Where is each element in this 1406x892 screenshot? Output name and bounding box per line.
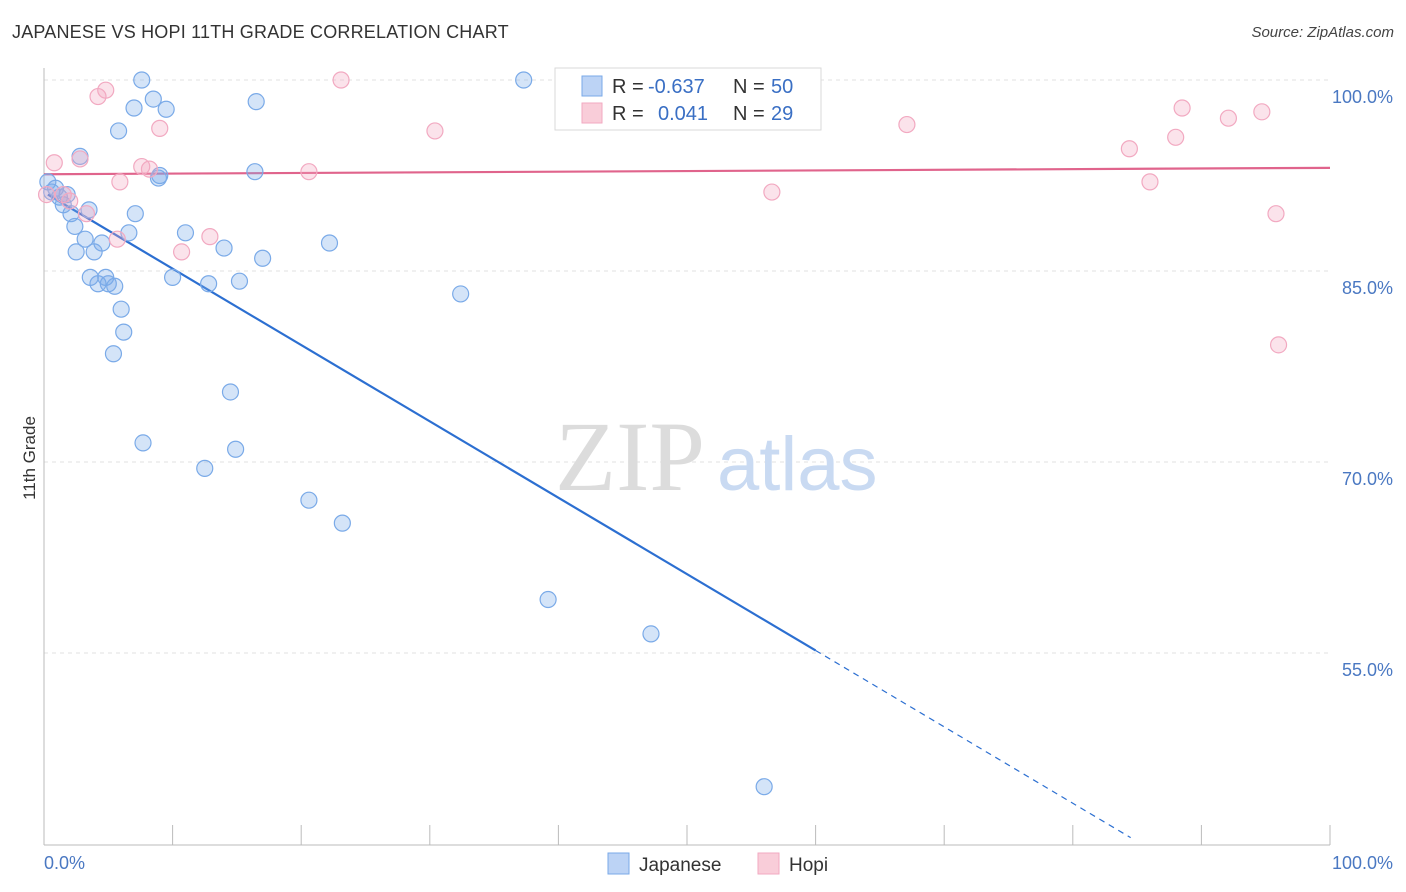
point-japanese: [333, 514, 351, 532]
point-hopi: [1167, 128, 1185, 146]
point-japanese: [67, 243, 85, 261]
y-axis-label: 11th Grade: [20, 416, 39, 500]
point-japanese: [227, 440, 245, 458]
point-japanese: [112, 300, 130, 318]
point-hopi: [426, 122, 444, 140]
point-japanese: [452, 285, 470, 303]
point-hopi: [1269, 336, 1288, 354]
point-japanese: [125, 99, 143, 117]
point-japanese: [115, 323, 133, 341]
point-hopi: [201, 228, 219, 246]
point-hopi: [77, 205, 96, 223]
legend-r-value-japanese: -0.637: [648, 76, 705, 98]
point-japanese: [642, 625, 660, 643]
watermark-zip: ZIP: [555, 401, 705, 512]
bottom-legend-swatch-japanese: [607, 852, 630, 875]
point-japanese: [320, 234, 339, 252]
point-hopi: [108, 230, 126, 248]
legend-r-label-japanese: R =: [612, 76, 644, 98]
y-tick-label: 100.0%: [1332, 87, 1393, 107]
y-tick-label: 70.0%: [1342, 469, 1393, 489]
point-hopi: [61, 192, 79, 210]
point-hopi: [151, 119, 169, 137]
legend-r-label-hopi: R =: [612, 103, 644, 125]
chart-title: JAPANESE VS HOPI 11TH GRADE CORRELATION …: [12, 22, 509, 42]
point-japanese: [144, 90, 162, 108]
point-hopi: [1173, 99, 1191, 117]
y-tick-label: 85.0%: [1342, 278, 1393, 298]
y-tick-labels: 100.0% 85.0% 70.0% 55.0%: [1332, 87, 1393, 680]
source-label: Source: ZipAtlas.com: [1251, 24, 1394, 41]
trendline-hopi: [43, 166, 1331, 176]
point-japanese: [149, 169, 168, 187]
point-hopi: [45, 154, 63, 172]
bottom-legend-label-hopi: Hopi: [789, 855, 828, 876]
point-japanese: [99, 275, 117, 293]
bottom-legend-label-japanese: Japanese: [639, 855, 721, 876]
trendline-japanese-extension: [815, 649, 1131, 839]
point-japanese: [300, 491, 318, 509]
point-japanese: [93, 234, 111, 252]
point-hopi: [763, 183, 781, 201]
point-japanese: [200, 275, 218, 293]
points: [37, 71, 1288, 796]
point-japanese: [133, 71, 151, 89]
point-japanese: [66, 217, 84, 236]
point-hopi: [173, 243, 191, 261]
point-japanese: [230, 272, 249, 290]
point-japanese: [755, 778, 773, 796]
point-hopi: [37, 186, 56, 204]
point-japanese: [247, 93, 265, 111]
point-japanese: [109, 122, 128, 140]
legend-swatch-japanese: [581, 75, 603, 97]
bottom-legend: Japanese Hopi: [607, 852, 828, 876]
watermark-atlas: atlas: [717, 422, 878, 507]
x-tick-label-right: 100.0%: [1332, 853, 1393, 873]
point-japanese: [176, 224, 195, 242]
point-japanese: [126, 205, 144, 223]
legend-r-value-hopi: 0.041: [658, 103, 708, 125]
point-japanese: [134, 434, 152, 452]
axes: [43, 68, 1331, 846]
point-japanese: [164, 268, 182, 286]
point-japanese: [221, 383, 240, 401]
legend-n-value-japanese: 50: [771, 76, 793, 98]
point-japanese: [254, 249, 272, 267]
gridlines: [44, 79, 1330, 654]
point-hopi: [111, 173, 129, 191]
legend-n-value-hopi: 29: [771, 103, 793, 125]
point-hopi: [300, 163, 318, 181]
bottom-legend-swatch-hopi: [757, 852, 780, 875]
legend-n-label-japanese: N =: [733, 76, 765, 98]
point-hopi: [97, 81, 115, 99]
point-hopi: [1267, 205, 1285, 223]
point-japanese: [246, 163, 264, 181]
legend-swatch-hopi: [581, 102, 603, 124]
point-hopi: [1219, 109, 1238, 127]
watermark: ZIP atlas: [555, 401, 878, 512]
point-japanese: [157, 100, 175, 118]
x-tick-label-left: 0.0%: [44, 853, 85, 873]
stats-legend: R = -0.637 N = 50 R = 0.041 N = 29: [554, 67, 822, 131]
point-hopi: [140, 160, 159, 178]
point-hopi: [332, 71, 350, 89]
point-hopi: [54, 186, 72, 204]
legend-n-label-hopi: N =: [733, 103, 765, 125]
point-japanese: [215, 239, 233, 257]
point-hopi: [1253, 103, 1271, 121]
point-japanese: [104, 345, 123, 363]
point-hopi: [1120, 140, 1138, 158]
point-japanese: [76, 230, 94, 248]
point-japanese: [196, 459, 214, 477]
y-tick-label: 55.0%: [1342, 660, 1393, 680]
point-hopi: [1141, 173, 1159, 191]
point-japanese: [539, 590, 557, 609]
point-hopi: [898, 115, 916, 134]
point-hopi: [71, 150, 89, 168]
point-japanese: [515, 71, 533, 89]
